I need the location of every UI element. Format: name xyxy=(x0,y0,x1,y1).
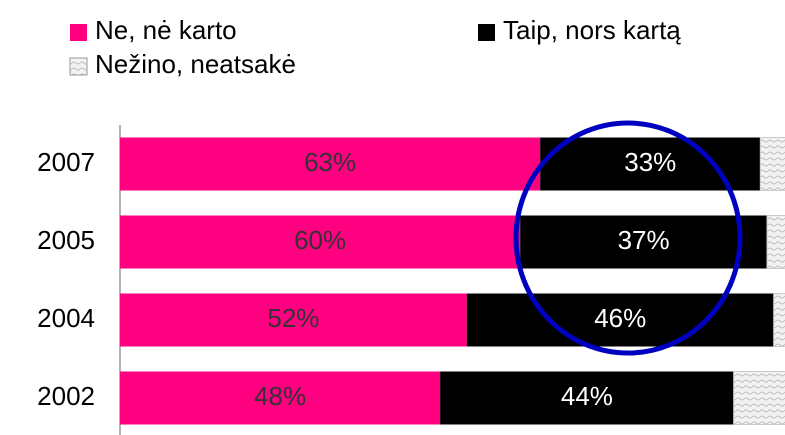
bars xyxy=(120,137,785,425)
legend-label: Taip, nors kartą xyxy=(503,15,681,45)
legend-swatch xyxy=(478,24,495,41)
y-tick-label: 2004 xyxy=(37,303,95,333)
bar-segment xyxy=(440,371,734,425)
data-label: 33% xyxy=(624,147,676,177)
data-label: 52% xyxy=(267,303,319,333)
legend-label: Nežino, neatsakė xyxy=(95,49,296,79)
y-tick-label: 2005 xyxy=(37,225,95,255)
bar-segment xyxy=(759,137,785,191)
bar-segment xyxy=(773,293,785,347)
bar-segment xyxy=(120,371,441,425)
bar-segment xyxy=(120,293,467,347)
bar-segment xyxy=(733,371,785,425)
highlight-ellipse xyxy=(513,120,743,356)
bar-segment xyxy=(120,215,521,269)
y-tick-label: 2007 xyxy=(37,147,95,177)
legend-swatch xyxy=(70,24,87,41)
legend-swatch xyxy=(69,57,88,76)
legend-label: Ne, nė karto xyxy=(95,15,237,45)
bar-segment xyxy=(120,137,541,191)
data-label: 44% xyxy=(561,381,613,411)
data-label: 37% xyxy=(618,225,670,255)
y-tick-label: 2002 xyxy=(37,381,95,411)
data-label: 46% xyxy=(594,303,646,333)
data-label: 60% xyxy=(294,225,346,255)
bar-segment xyxy=(520,215,767,269)
data-label: 63% xyxy=(304,147,356,177)
data-label: 48% xyxy=(254,381,306,411)
bar-segment xyxy=(766,215,785,269)
